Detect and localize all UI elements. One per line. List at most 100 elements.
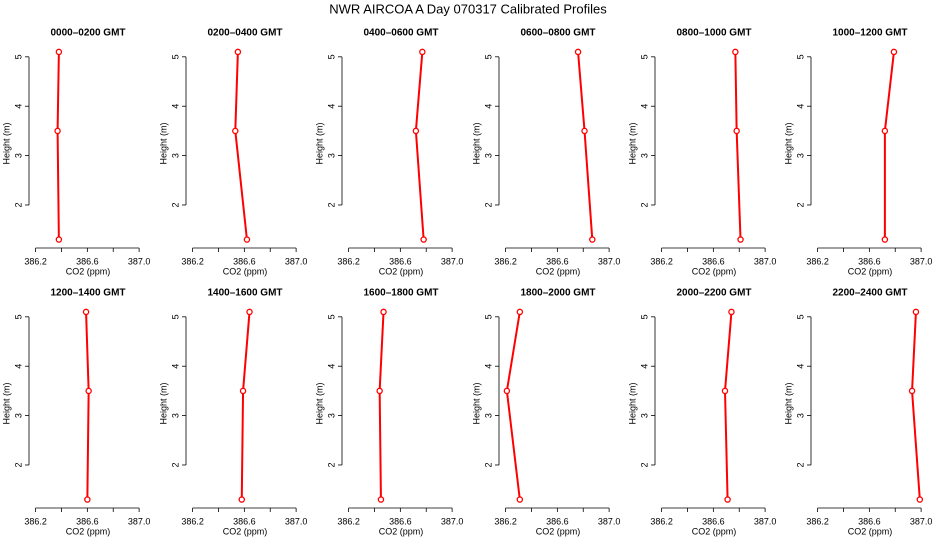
profile-point bbox=[238, 496, 246, 503]
x-tick-label: 386.6 bbox=[702, 256, 725, 266]
y-axis-label: Height (m) bbox=[314, 122, 324, 164]
y-axis-label: Height (m) bbox=[783, 382, 793, 424]
x-tick-label: 387.0 bbox=[441, 256, 464, 266]
x-tick-label: 387.0 bbox=[910, 516, 933, 526]
y-tick-label: 2 bbox=[483, 202, 493, 207]
x-tick-label: 386.6 bbox=[546, 516, 569, 526]
profile-point bbox=[55, 236, 63, 243]
y-tick-label: 4 bbox=[13, 364, 23, 369]
y-axis-label: Height (m) bbox=[1, 382, 11, 424]
panel-title: 2000–2200 GMT bbox=[676, 288, 751, 299]
x-axis-label: CO2 (ppm) bbox=[848, 266, 893, 276]
profile-point bbox=[420, 236, 427, 243]
panel-title: 2200–2400 GMT bbox=[832, 288, 907, 299]
profile-point bbox=[908, 387, 916, 395]
profile-point bbox=[516, 496, 524, 503]
x-tick-label: 386.2 bbox=[494, 516, 517, 526]
profile-point bbox=[232, 127, 239, 135]
y-axis-label: Height (m) bbox=[314, 382, 324, 424]
y-tick-label: 3 bbox=[13, 153, 23, 158]
y-axis-label: Height (m) bbox=[783, 122, 793, 164]
x-tick-label: 386.6 bbox=[76, 516, 99, 526]
y-tick-label: 5 bbox=[639, 314, 649, 319]
profile-point bbox=[412, 127, 420, 135]
x-axis-label: CO2 (ppm) bbox=[379, 266, 424, 276]
y-tick-label: 4 bbox=[795, 364, 805, 369]
y-axis-label: Height (m) bbox=[1, 122, 11, 164]
profile-line bbox=[85, 311, 90, 500]
y-tick-label: 3 bbox=[326, 413, 336, 418]
panel-title: 1800–2000 GMT bbox=[520, 288, 595, 299]
x-tick-label: 387.0 bbox=[598, 516, 621, 526]
y-tick-label: 2 bbox=[13, 462, 23, 467]
x-axis-label: CO2 (ppm) bbox=[379, 526, 424, 536]
profile-point bbox=[581, 127, 588, 135]
x-tick-label: 387.0 bbox=[754, 516, 777, 526]
y-tick-label: 5 bbox=[170, 314, 180, 319]
profile-point bbox=[912, 308, 920, 316]
panel-title: 1600–1800 GMT bbox=[363, 288, 438, 299]
y-tick-label: 4 bbox=[326, 364, 336, 369]
x-tick-label: 386.2 bbox=[650, 256, 673, 266]
y-tick-label: 3 bbox=[795, 153, 805, 158]
x-tick-label: 386.2 bbox=[181, 516, 204, 526]
profile-point bbox=[84, 496, 91, 503]
y-tick-label: 5 bbox=[483, 54, 493, 59]
x-tick-label: 387.0 bbox=[441, 516, 464, 526]
profile-line bbox=[883, 51, 895, 240]
profile-point bbox=[881, 236, 889, 243]
y-tick-label: 2 bbox=[170, 462, 180, 467]
y-axis-label: Height (m) bbox=[471, 122, 481, 164]
y-tick-label: 2 bbox=[326, 462, 336, 467]
profile-point bbox=[728, 308, 735, 316]
x-axis-label: CO2 (ppm) bbox=[223, 266, 268, 276]
panel-title: 0000–0200 GMT bbox=[50, 28, 125, 39]
profile-point bbox=[85, 387, 92, 395]
y-tick-label: 4 bbox=[483, 104, 493, 109]
profile-point bbox=[574, 48, 582, 56]
panel-title: 1000–1200 GMT bbox=[832, 28, 907, 39]
profile-line bbox=[378, 311, 385, 500]
profile-line bbox=[577, 51, 594, 240]
y-tick-label: 2 bbox=[326, 202, 336, 207]
y-tick-label: 5 bbox=[326, 54, 336, 59]
y-axis-label: Height (m) bbox=[158, 122, 168, 164]
y-tick-label: 2 bbox=[483, 462, 493, 467]
y-tick-label: 4 bbox=[639, 104, 649, 109]
profile-line bbox=[234, 51, 248, 240]
profile-point bbox=[239, 387, 247, 395]
profile-point bbox=[54, 127, 61, 135]
x-tick-label: 386.2 bbox=[24, 516, 47, 526]
x-tick-label: 386.2 bbox=[24, 256, 47, 266]
profile-point bbox=[589, 236, 596, 243]
y-tick-label: 5 bbox=[639, 54, 649, 59]
panel-title: 0800–1000 GMT bbox=[676, 28, 751, 39]
x-tick-label: 386.6 bbox=[233, 516, 256, 526]
y-tick-label: 4 bbox=[170, 104, 180, 109]
profile-point bbox=[380, 308, 387, 316]
profile-point bbox=[377, 496, 385, 503]
y-tick-label: 4 bbox=[326, 104, 336, 109]
x-tick-label: 386.2 bbox=[806, 516, 829, 526]
y-tick-label: 2 bbox=[639, 462, 649, 467]
y-tick-label: 5 bbox=[170, 54, 180, 59]
y-tick-label: 2 bbox=[13, 202, 23, 207]
y-axis-label: Height (m) bbox=[471, 382, 481, 424]
x-tick-label: 386.2 bbox=[806, 256, 829, 266]
profile-point bbox=[376, 387, 383, 395]
x-axis-label: CO2 (ppm) bbox=[692, 266, 737, 276]
y-tick-label: 5 bbox=[13, 314, 23, 319]
y-tick-label: 3 bbox=[483, 413, 493, 418]
profile-line bbox=[414, 51, 425, 240]
x-tick-label: 386.2 bbox=[337, 256, 360, 266]
x-tick-label: 386.6 bbox=[233, 256, 256, 266]
x-tick-label: 387.0 bbox=[598, 256, 621, 266]
profile-point bbox=[516, 308, 524, 316]
profile-line bbox=[240, 311, 251, 500]
y-tick-label: 3 bbox=[639, 153, 649, 158]
profile-point bbox=[234, 48, 242, 56]
profile-point bbox=[419, 48, 426, 56]
x-tick-label: 386.6 bbox=[546, 256, 569, 266]
x-axis-label: CO2 (ppm) bbox=[692, 526, 737, 536]
